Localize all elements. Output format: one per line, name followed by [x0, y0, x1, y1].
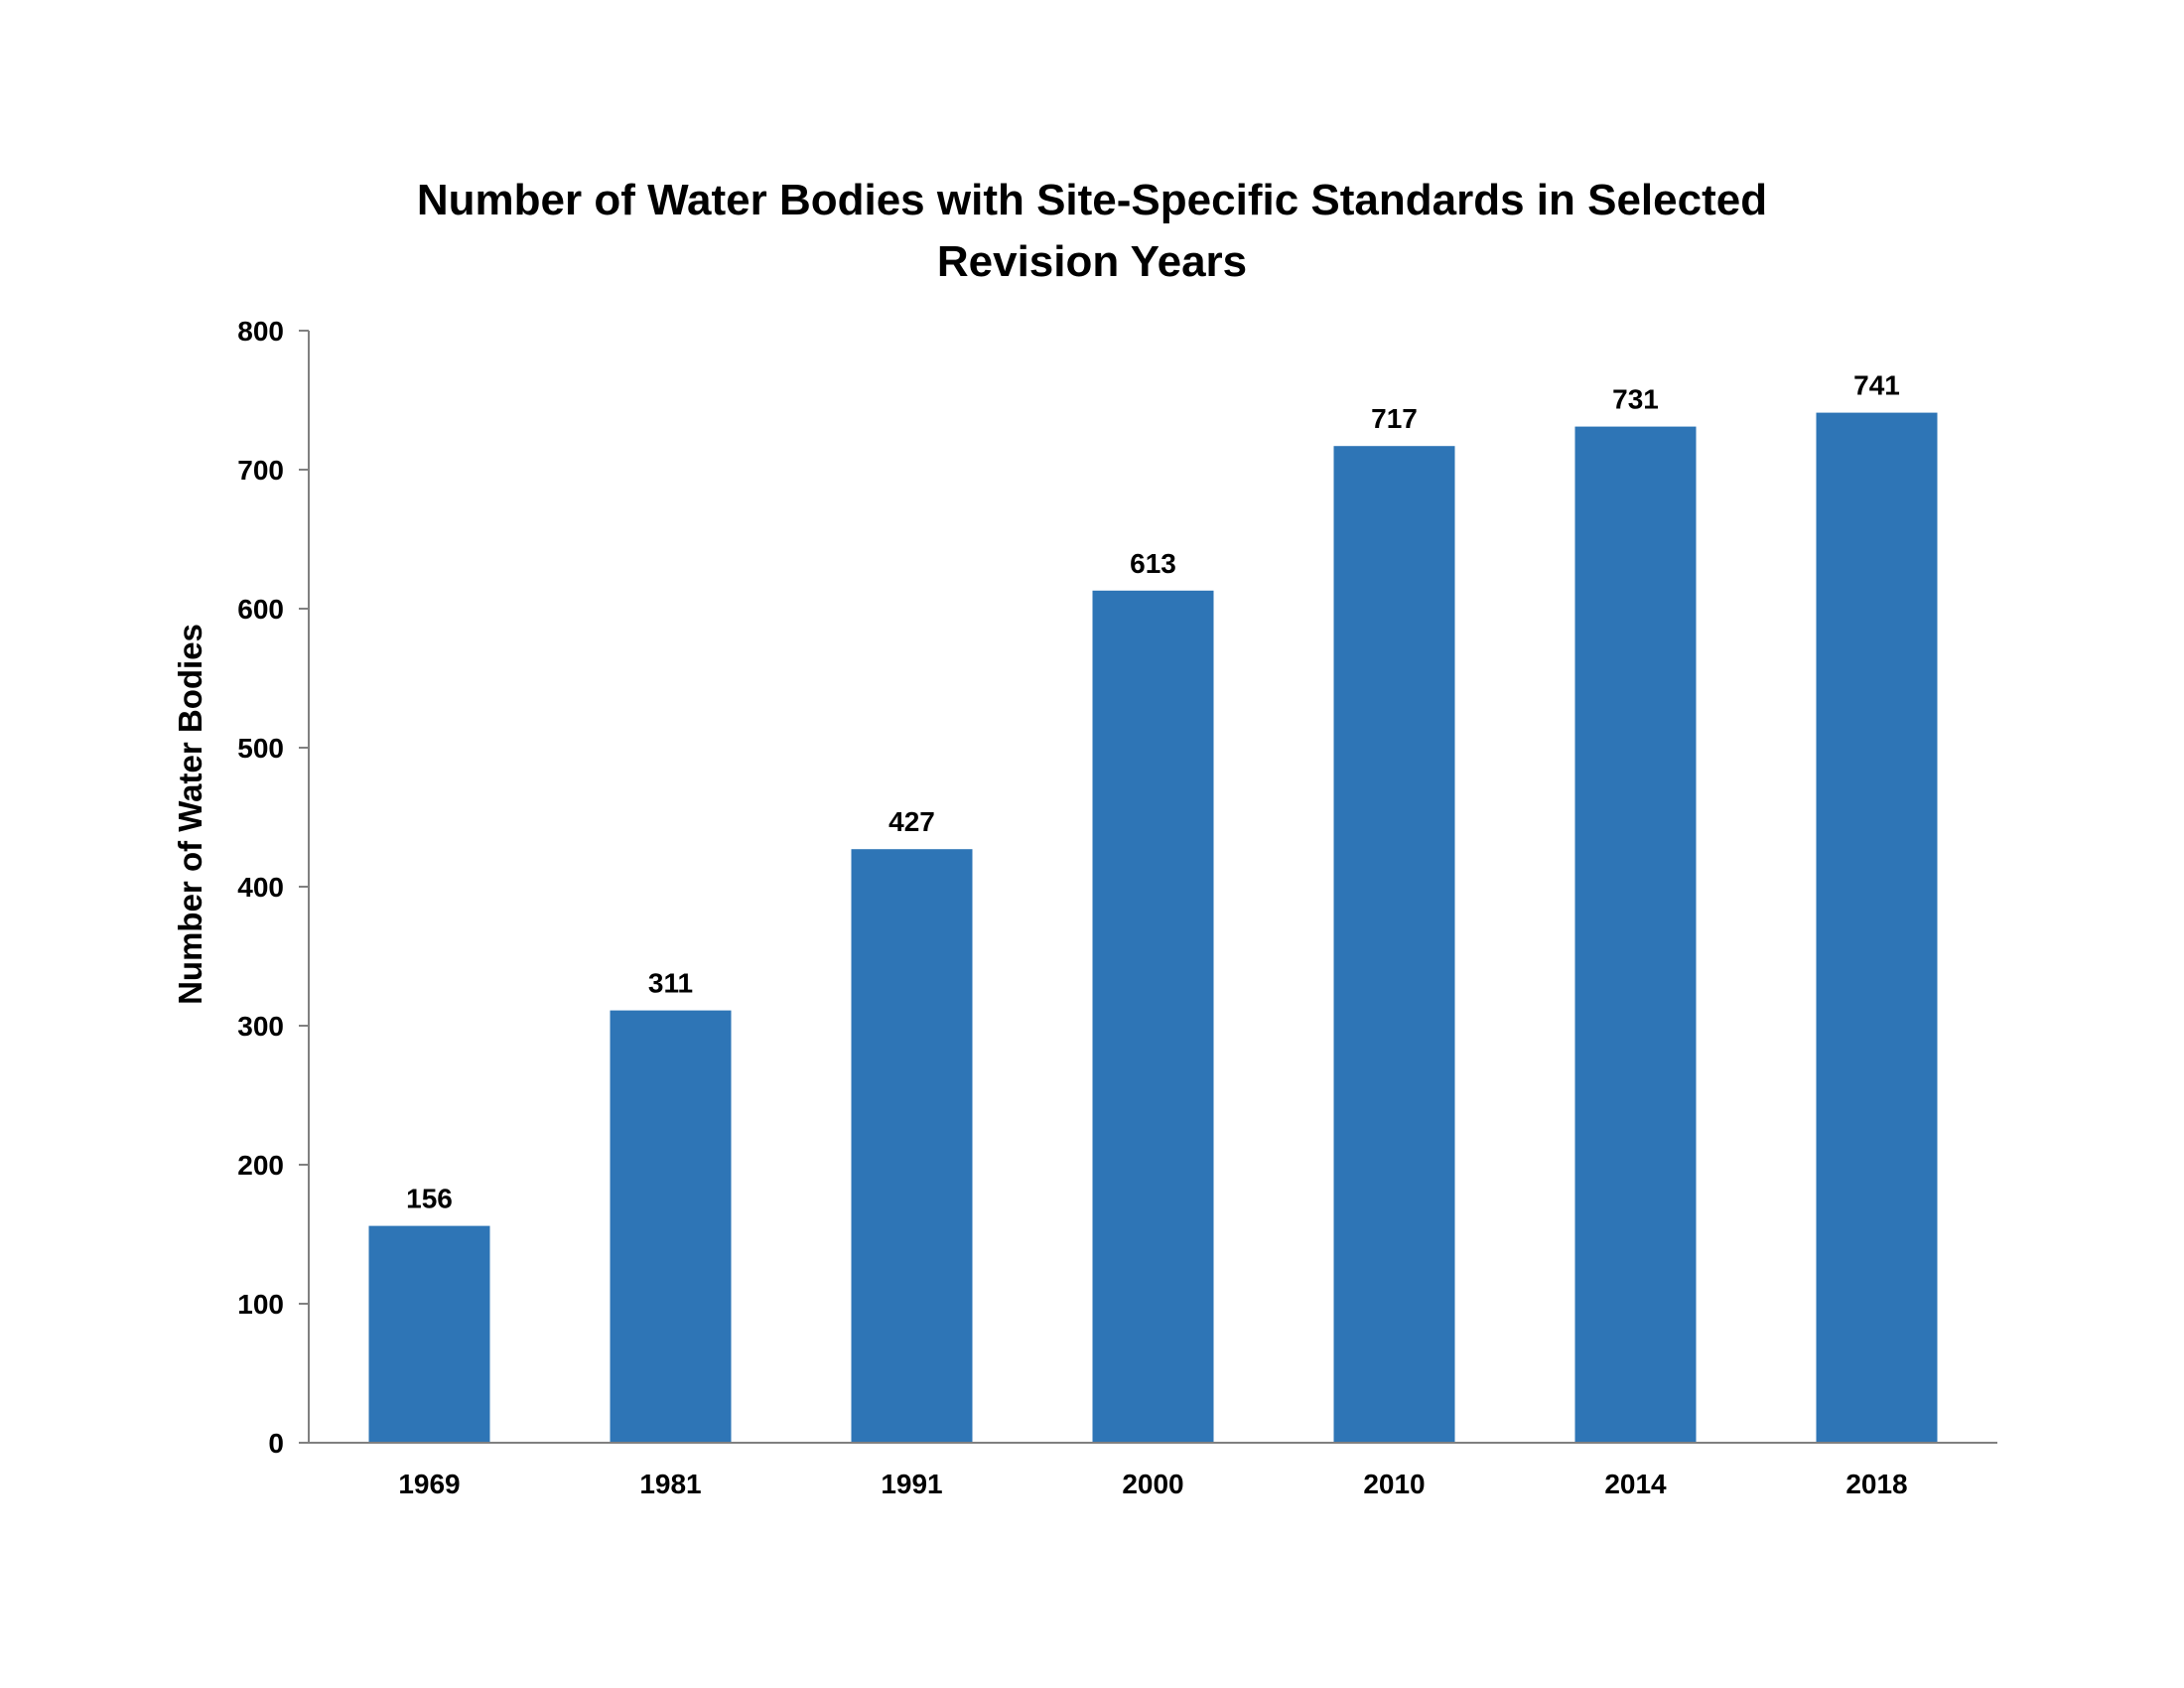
bar-1969 [368, 1225, 490, 1443]
data-label-1969: 156 [406, 1184, 453, 1214]
y-tick-label-500: 500 [237, 733, 284, 764]
y-tick-label-0: 0 [268, 1428, 284, 1459]
y-tick-label-700: 700 [237, 455, 284, 486]
chart-title-line-1: Number of Water Bodies with Site-Specifi… [416, 176, 1768, 224]
chart-title-line-2: Revision Years [936, 237, 1248, 286]
data-label-2000: 613 [1130, 548, 1176, 579]
data-label-1981: 311 [648, 968, 693, 999]
x-tick-label-1991: 1991 [881, 1469, 942, 1499]
x-tick-label-2000: 2000 [1122, 1469, 1183, 1499]
y-tick-label-800: 800 [237, 316, 284, 347]
x-tick-label-1981: 1981 [639, 1469, 701, 1499]
x-tick-label-1969: 1969 [398, 1469, 460, 1499]
bar-1991 [851, 849, 973, 1443]
y-tick-label-400: 400 [237, 872, 284, 903]
x-tick-label-2018: 2018 [1845, 1469, 1907, 1499]
y-tick-label-100: 100 [237, 1289, 284, 1320]
x-tick-label-2010: 2010 [1363, 1469, 1425, 1499]
bar-2014 [1574, 426, 1697, 1444]
bar-1981 [610, 1010, 732, 1443]
y-tick-label-200: 200 [237, 1150, 284, 1181]
y-tick-label-300: 300 [237, 1011, 284, 1042]
axes-layer [299, 330, 1997, 1444]
labels-layer: 1561969311198142719916132000717201073120… [237, 316, 1907, 1499]
bars-layer [368, 412, 1938, 1444]
data-label-2018: 741 [1853, 370, 1900, 401]
data-label-1991: 427 [888, 806, 935, 837]
data-label-2010: 717 [1371, 403, 1418, 434]
bar-2010 [1333, 446, 1455, 1443]
data-label-2014: 731 [1612, 384, 1659, 415]
bar-2000 [1092, 590, 1214, 1443]
y-tick-label-600: 600 [237, 594, 284, 625]
x-tick-label-2014: 2014 [1604, 1469, 1667, 1499]
bar-2018 [1816, 412, 1938, 1444]
